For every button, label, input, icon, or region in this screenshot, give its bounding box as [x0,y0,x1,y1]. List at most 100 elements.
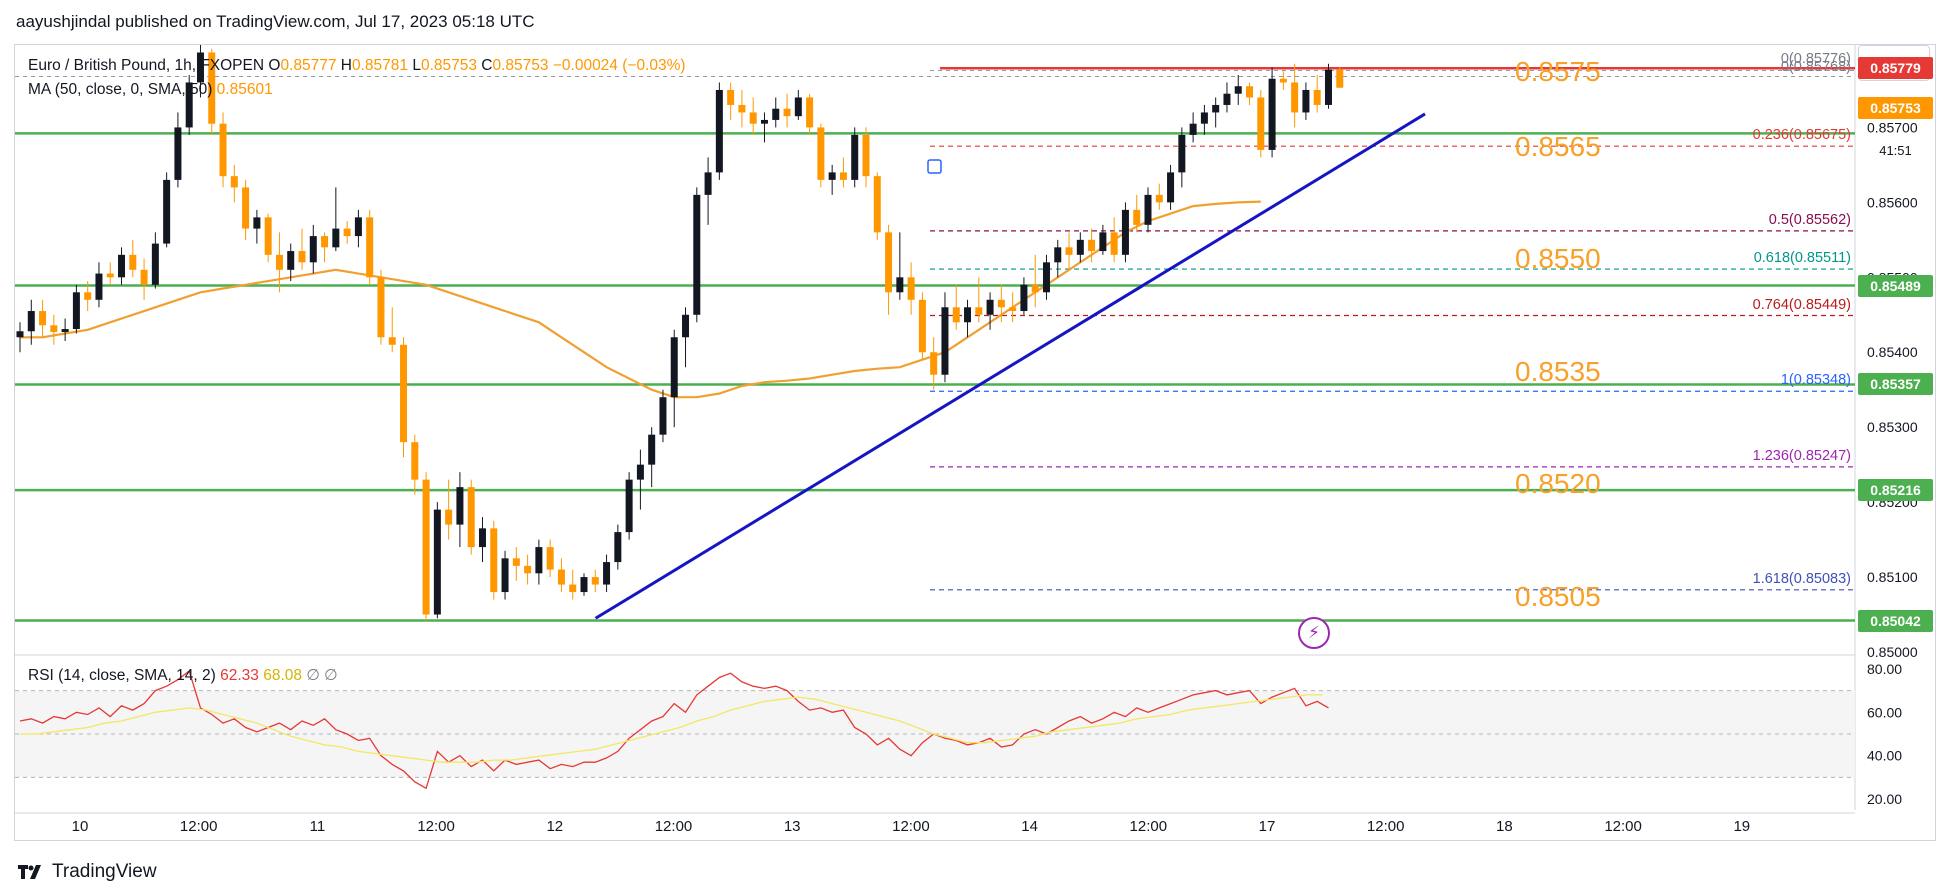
candle-body [456,487,464,525]
rsi-tick-label: 20.00 [1867,791,1902,807]
chart-legend: Euro / British Pound, 1h, FXOPEN O0.8577… [28,54,686,102]
candle-body [1268,78,1276,150]
legend-ma-label[interactable]: MA (50, close, 0, SMA, 50) [28,81,213,98]
candle-body [196,52,204,83]
candle-body [27,311,35,332]
candle-body [772,108,780,120]
candle-body [242,187,250,229]
legend-symbol[interactable]: Euro / British Pound, 1h, FXOPEN [28,57,265,74]
candle-body [986,299,994,315]
x-tick-label: 12:00 [1130,818,1168,835]
candle-body [896,277,904,293]
legend-change: −0.00024 (−0.03%) [552,57,686,74]
candle-body [1302,89,1310,113]
footer-brand[interactable]: TradingView [16,858,157,886]
candle-body [106,273,114,278]
candle-body [332,228,340,248]
candle-body [1121,209,1129,255]
fib-label: 0.764(0.85449) [1752,296,1851,313]
x-tick-label: 12:00 [892,818,930,835]
candle-body [1223,93,1231,105]
candle-body [1257,97,1265,150]
candle-body [693,194,701,315]
tradingview-logo-icon [18,865,41,879]
candle-body [287,251,295,270]
candle-body [952,307,960,323]
candle-body [84,292,92,300]
candle-body [253,217,261,229]
x-tick-label: 14 [1021,818,1038,835]
candle-body [1076,239,1084,255]
candle-body [1212,104,1220,113]
price-tag[interactable]: 0.85779 [1858,57,1933,80]
candle-body [1133,209,1141,225]
candle-body [535,547,543,574]
fib-label: 0(0.85776) [1780,51,1851,68]
candle-body [1336,69,1344,88]
candle-body [275,254,283,270]
price-tag[interactable]: 0.85042 [1858,609,1933,632]
candle-body [828,172,836,180]
candle-body [1155,194,1163,203]
candle-body [546,547,554,570]
lightning-icon[interactable]: ⚡ [1298,617,1330,649]
y-tick-label: 0.85400 [1867,344,1918,360]
price-tag[interactable]: 0.85357 [1858,373,1933,396]
level-label: 0.8505 [1515,580,1601,612]
y-tick-label: 0.85000 [1867,644,1918,660]
legend-close: 0.85753 [492,57,549,74]
candle-body [1313,89,1321,105]
price-tag[interactable]: 0.85216 [1858,479,1933,502]
rsi-label[interactable]: RSI (14, close, SMA, 14, 2) [28,667,216,684]
candle-body [1042,262,1050,293]
candle-body [1167,172,1175,203]
legend-open: 0.85777 [280,57,337,74]
candle-body [794,97,802,117]
candle-body [614,532,622,563]
candle-body [1144,194,1152,225]
candle-body [411,442,419,480]
legend-ma-row: MA (50, close, 0, SMA, 50) 0.85601 [28,78,686,102]
candle-body [490,528,498,593]
candle-body [806,97,814,128]
candle-body [603,562,611,585]
legend-high-key: H [340,57,352,74]
rsi-tick-label: 60.00 [1867,704,1902,720]
price-tag[interactable]: 0.85489 [1858,274,1933,297]
candle-body [61,329,69,333]
candle-body [670,337,678,398]
candle-body [50,325,58,333]
candle-body [704,172,712,195]
candle-body [1110,232,1118,255]
rsi-tick-label: 80.00 [1867,661,1902,677]
publisher-header: aayushjindal published on TradingView.co… [0,0,1950,44]
candle-body [975,307,983,315]
y-tick-label: 0.85300 [1867,419,1918,435]
legend-low: 0.85753 [420,57,477,74]
level-label: 0.8575 [1515,55,1601,87]
chart-canvas[interactable]: 0.858000.857000.856000.855000.854000.853… [0,0,1950,845]
candle-body [219,123,227,177]
candle-body [851,134,859,180]
candle-body [1279,78,1287,83]
candle-body [366,217,374,278]
fib-label: 0.236(0.85675) [1752,127,1851,144]
candle-body [941,307,949,375]
candle-body [400,344,408,443]
candle-body [16,331,24,338]
candle-body [140,269,148,285]
candle-body [343,228,351,237]
level-label: 0.8520 [1515,468,1601,500]
level-label: 0.8550 [1515,243,1601,275]
candle-body [163,179,171,244]
candle-body [907,277,915,300]
price-tag[interactable]: 0.85753 [1858,96,1933,119]
candle-body [185,82,193,128]
x-tick-label: 11 [310,818,326,835]
x-tick-label: 12:00 [180,818,218,835]
candle-body [151,243,159,285]
y-tick-label: 0.85100 [1867,569,1918,585]
candle-body [1246,86,1254,98]
candle-body [1031,284,1039,293]
candle-body [1291,82,1299,113]
